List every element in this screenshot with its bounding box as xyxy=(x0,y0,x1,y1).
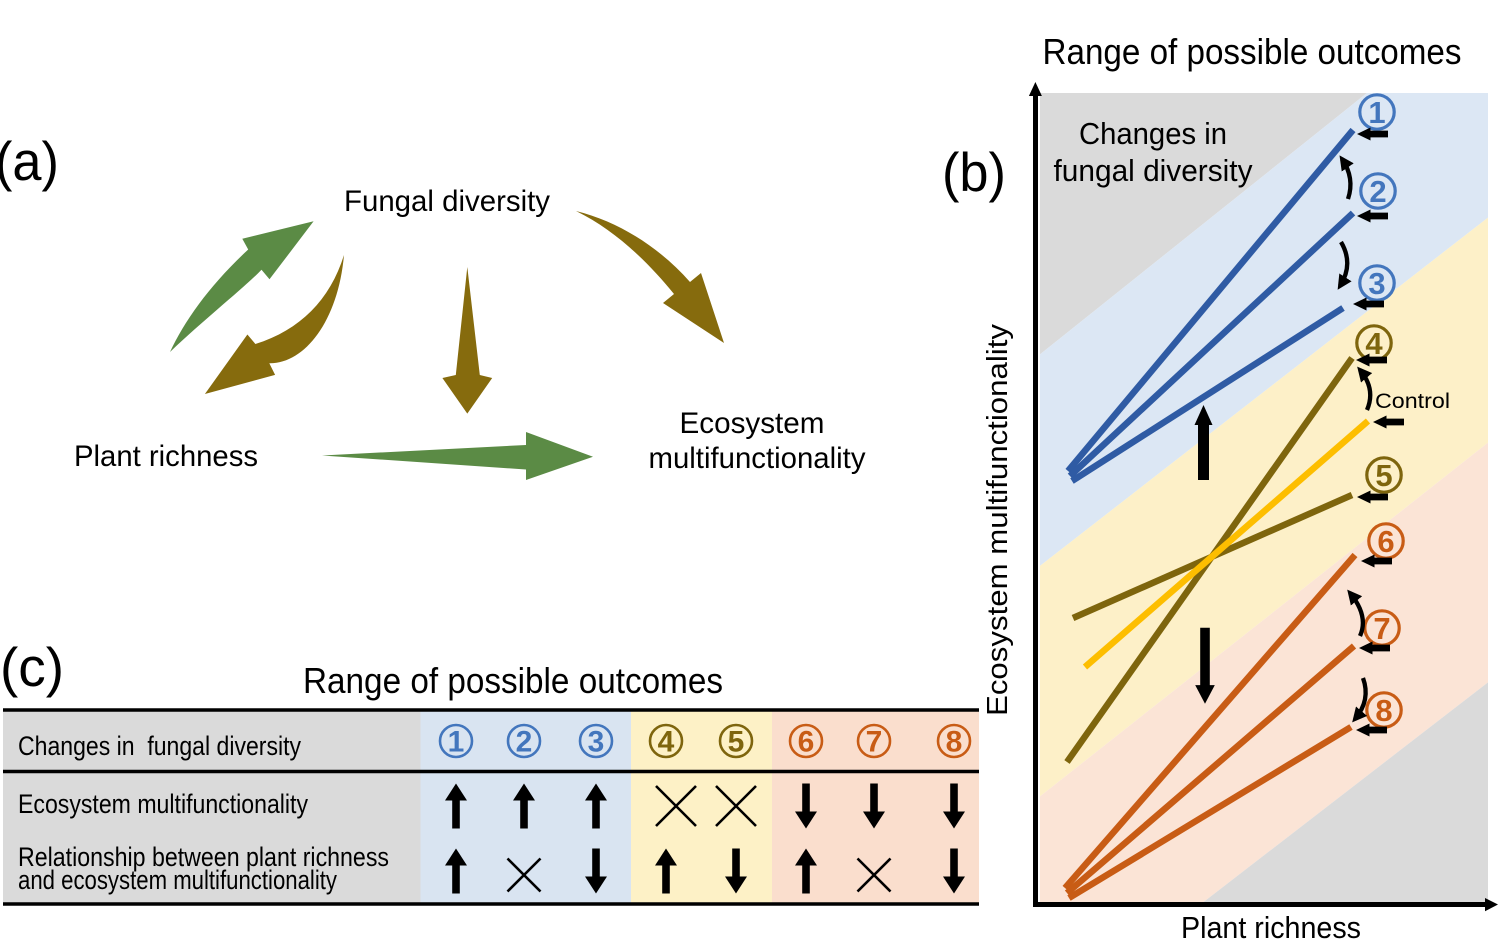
svg-text:Ecosystem multifunctionality: Ecosystem multifunctionality xyxy=(18,789,308,819)
svg-text:6: 6 xyxy=(1377,524,1394,559)
svg-text:(c): (c) xyxy=(0,636,64,698)
svg-text:5: 5 xyxy=(728,726,745,759)
svg-text:1: 1 xyxy=(448,726,465,759)
svg-text:Plant richness: Plant richness xyxy=(74,440,258,473)
svg-text:Fungal diversity: Fungal diversity xyxy=(344,185,550,218)
svg-text:Control: Control xyxy=(1375,390,1450,413)
svg-text:3: 3 xyxy=(1368,266,1385,301)
svg-text:4: 4 xyxy=(658,726,675,759)
svg-text:8: 8 xyxy=(946,726,963,759)
svg-text:Range of possible outcomes: Range of possible outcomes xyxy=(1043,31,1462,72)
svg-text:1: 1 xyxy=(1368,95,1385,130)
svg-text:Changes in: Changes in xyxy=(1079,116,1227,151)
svg-text:Relationship between plant ric: Relationship between plant richness xyxy=(18,842,389,872)
svg-text:and ecosystem multifunctionali: and ecosystem multifunctionality xyxy=(18,865,337,895)
svg-text:4: 4 xyxy=(1365,326,1383,361)
svg-text:2: 2 xyxy=(516,726,533,759)
svg-text:3: 3 xyxy=(588,726,605,759)
svg-text:Changes in fungal diversity: Changes in fungal diversity xyxy=(18,731,301,761)
svg-text:multifunctionality: multifunctionality xyxy=(649,442,866,475)
svg-text:fungal diversity: fungal diversity xyxy=(1054,153,1253,188)
svg-text:5: 5 xyxy=(1375,458,1392,493)
svg-text:(a): (a) xyxy=(0,130,59,192)
svg-text:Ecosystem multifunctionality: Ecosystem multifunctionality xyxy=(982,323,1014,716)
svg-text:8: 8 xyxy=(1375,693,1392,728)
svg-text:7: 7 xyxy=(866,726,883,759)
svg-text:Plant richness: Plant richness xyxy=(1181,910,1361,940)
svg-text:Range of possible outcomes: Range of possible outcomes xyxy=(303,660,723,701)
svg-text:7: 7 xyxy=(1373,611,1390,646)
svg-text:6: 6 xyxy=(798,726,815,759)
svg-text:(b): (b) xyxy=(942,141,1006,203)
svg-text:Ecosystem: Ecosystem xyxy=(680,407,825,440)
svg-text:2: 2 xyxy=(1369,174,1386,209)
